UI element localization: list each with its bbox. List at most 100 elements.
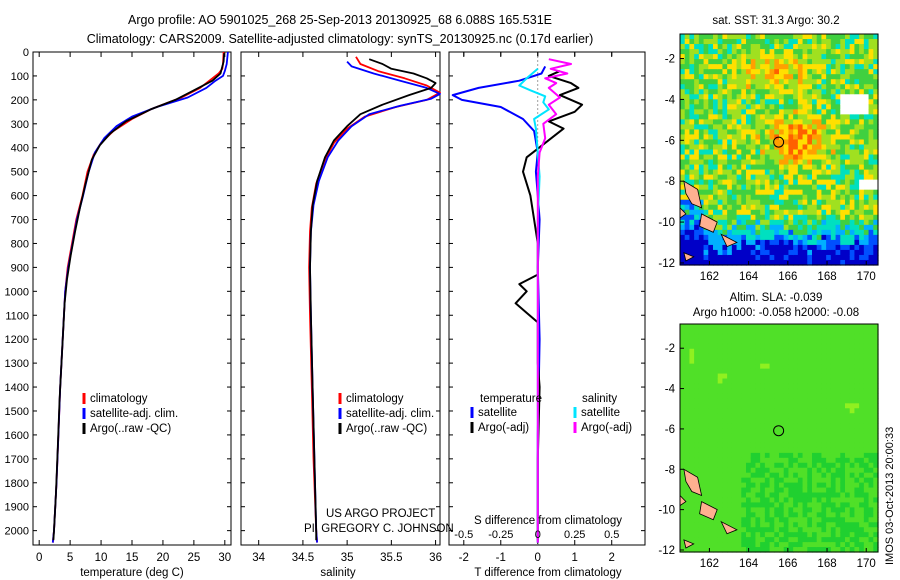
map-cell xyxy=(826,527,832,533)
map-cell xyxy=(731,368,738,375)
map-cell xyxy=(717,542,724,548)
map-cell xyxy=(684,433,691,439)
map-cell xyxy=(680,324,686,330)
map-cell xyxy=(750,169,757,176)
map-cell xyxy=(746,164,752,171)
map-cell xyxy=(779,378,785,385)
map-cell xyxy=(873,542,879,548)
map-cell xyxy=(793,99,799,105)
map-cell xyxy=(783,482,790,489)
map-cell xyxy=(859,324,865,330)
map-cell xyxy=(845,472,851,479)
map-cell xyxy=(826,194,832,201)
map-cell xyxy=(727,89,733,95)
map-cell xyxy=(722,84,728,90)
map-cell xyxy=(680,164,686,171)
map-cell xyxy=(793,477,799,484)
map-cell xyxy=(684,119,691,125)
map-cell xyxy=(774,452,780,459)
map-cell xyxy=(821,398,827,404)
map-cell xyxy=(816,44,823,50)
map-cell xyxy=(812,353,818,360)
map-cell xyxy=(713,259,719,266)
map-cell xyxy=(727,244,733,251)
map-cell xyxy=(840,378,846,385)
map-cell xyxy=(774,119,780,125)
map-cell xyxy=(769,472,775,479)
map-cell xyxy=(736,59,742,65)
map-cell xyxy=(854,477,860,484)
map-cell xyxy=(764,104,771,110)
map-cell xyxy=(830,413,837,419)
map-cell xyxy=(731,94,738,100)
map-cell xyxy=(859,532,865,538)
map-cell xyxy=(849,194,856,201)
map-cell xyxy=(731,393,738,399)
map-cell xyxy=(764,224,771,231)
map-cell xyxy=(727,179,733,186)
map-cell xyxy=(802,442,808,449)
map-cell xyxy=(835,49,841,55)
map-cell xyxy=(774,547,780,553)
map-cell xyxy=(788,129,794,136)
map-cell xyxy=(717,324,724,330)
map-cell xyxy=(863,433,870,439)
map-cell xyxy=(812,54,818,60)
map-cell xyxy=(812,254,818,261)
map-cell xyxy=(689,328,695,335)
map-cell xyxy=(859,239,865,246)
map-cell xyxy=(807,418,813,424)
map-cell xyxy=(727,433,733,439)
y-tick-label: 1800 xyxy=(5,478,29,490)
map-cell xyxy=(807,39,813,45)
map-cell xyxy=(859,383,865,390)
map-cell xyxy=(774,84,780,90)
map-cell xyxy=(717,259,724,266)
map-cell xyxy=(746,189,752,196)
map-cell xyxy=(807,84,813,90)
map-cell xyxy=(821,324,827,330)
map-cell xyxy=(845,428,851,434)
map-cell xyxy=(680,428,686,434)
map-cell xyxy=(736,423,742,429)
map-cell xyxy=(835,254,841,261)
map-cell xyxy=(826,328,832,335)
map-cell xyxy=(741,254,747,261)
map-cell xyxy=(816,74,823,80)
map-cell xyxy=(731,482,738,489)
map-cell xyxy=(802,507,808,513)
map-cell xyxy=(717,244,724,251)
map-cell xyxy=(760,547,766,553)
map-cell xyxy=(722,438,728,444)
map-cell xyxy=(741,64,747,70)
map-cell xyxy=(821,129,827,136)
map-cell xyxy=(708,89,714,95)
map-cell xyxy=(859,124,865,131)
map-cell xyxy=(755,59,761,65)
map-cell xyxy=(830,119,837,125)
map-cell xyxy=(854,144,860,151)
map-cell xyxy=(802,169,808,176)
map-cell xyxy=(698,482,705,489)
map-cell xyxy=(797,438,804,444)
title-line-2: Climatology: CARS2009. Satellite-adjuste… xyxy=(87,32,594,46)
map-cell xyxy=(708,154,714,161)
map-cell xyxy=(830,423,837,429)
map-cell xyxy=(713,358,719,365)
map-cell xyxy=(854,348,860,355)
map-cell xyxy=(764,423,771,429)
y-tick-label: 900 xyxy=(11,262,29,274)
map-cell xyxy=(821,204,827,211)
map-cell xyxy=(845,542,851,548)
map-cell xyxy=(764,368,771,375)
map-cell xyxy=(873,343,879,350)
map-cell xyxy=(830,393,837,399)
map-cell xyxy=(698,423,705,429)
map-cell xyxy=(746,119,752,125)
map-cell xyxy=(845,129,851,136)
map-cell xyxy=(760,522,766,528)
map-cell xyxy=(859,433,865,439)
map-cell xyxy=(826,398,832,404)
map-cell xyxy=(821,368,827,375)
map-cell xyxy=(802,249,808,256)
